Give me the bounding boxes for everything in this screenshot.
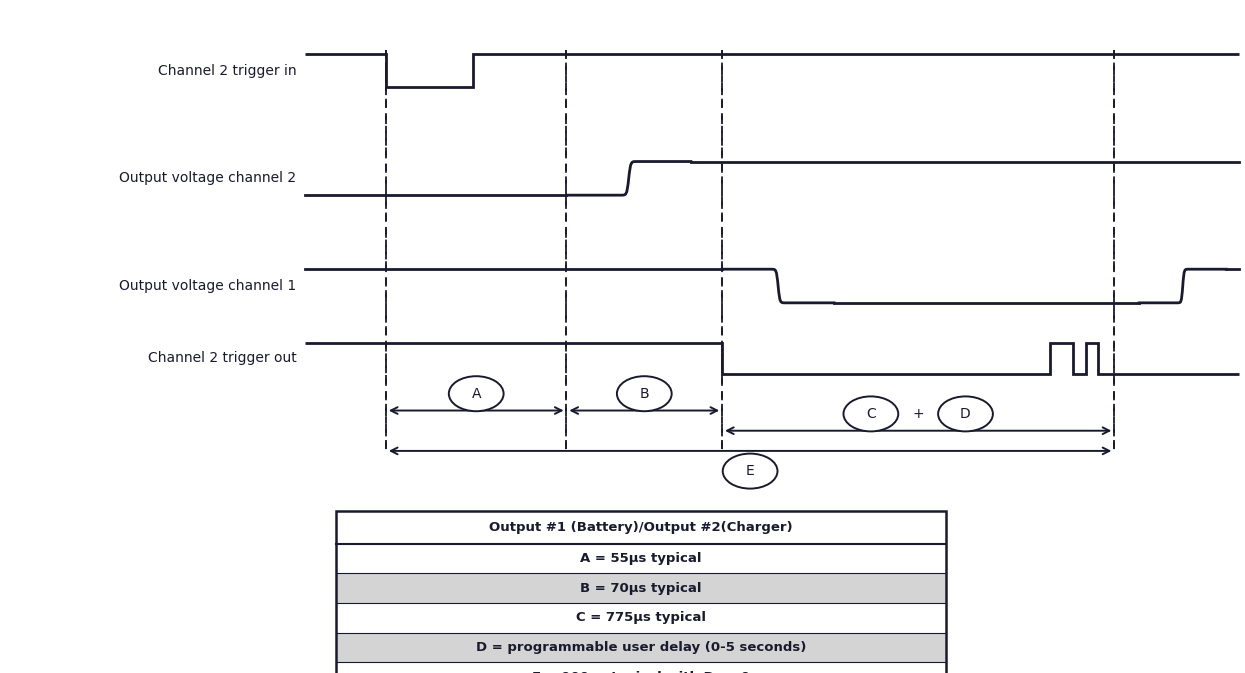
Text: Output #1 (Battery)/Output #2(Charger): Output #1 (Battery)/Output #2(Charger)	[489, 521, 793, 534]
Text: C = 775μs typical: C = 775μs typical	[576, 611, 706, 625]
Text: B: B	[640, 387, 649, 400]
Text: A = 55μs typical: A = 55μs typical	[580, 552, 702, 565]
Text: Output voltage channel 2: Output voltage channel 2	[120, 172, 296, 185]
Bar	[336, 511, 946, 544]
Text: E: E	[746, 464, 754, 478]
Ellipse shape	[723, 454, 777, 489]
Text: Channel 2 trigger out: Channel 2 trigger out	[148, 351, 296, 365]
Bar	[336, 511, 946, 673]
Ellipse shape	[844, 396, 899, 431]
Text: Channel 2 trigger in: Channel 2 trigger in	[158, 64, 296, 77]
Text: A: A	[472, 387, 481, 400]
Text: E = 900μs typical with D as 0: E = 900μs typical with D as 0	[532, 670, 751, 673]
Bar	[336, 511, 946, 673]
Bar	[336, 573, 946, 603]
Text: D: D	[960, 407, 971, 421]
Text: Output voltage channel 1: Output voltage channel 1	[120, 279, 296, 293]
Text: D = programmable user delay (0-5 seconds): D = programmable user delay (0-5 seconds…	[476, 641, 807, 654]
Text: C: C	[867, 407, 875, 421]
Ellipse shape	[939, 396, 994, 431]
Text: B = 70μs typical: B = 70μs typical	[580, 581, 702, 595]
Ellipse shape	[616, 376, 672, 411]
Ellipse shape	[448, 376, 503, 411]
Text: +: +	[913, 407, 924, 421]
Bar	[336, 633, 946, 662]
